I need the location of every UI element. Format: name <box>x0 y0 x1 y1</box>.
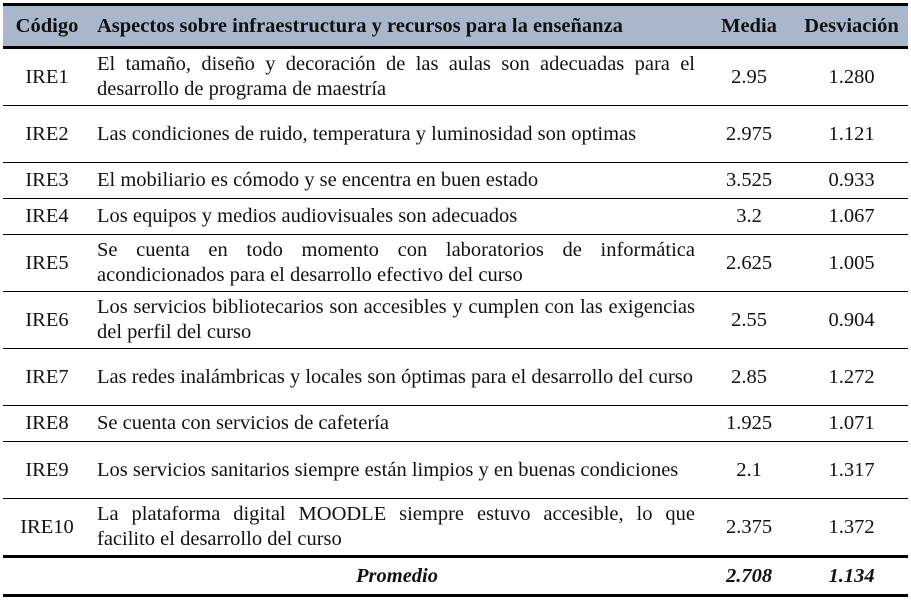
cell-code: IRE7 <box>3 348 91 406</box>
cell-deviation: 0.904 <box>795 291 908 349</box>
cell-aspect: El mobiliario es cómodo y se encentra en… <box>91 162 703 199</box>
infrastructure-resources-table: Código Aspectos sobre infraestructura y … <box>3 3 908 597</box>
table-row: IRE4 Los equipos y medios audiovisuales … <box>3 198 908 235</box>
cell-mean: 3.2 <box>703 198 795 235</box>
cell-mean: 2.95 <box>703 47 795 106</box>
cell-mean: 2.85 <box>703 348 795 406</box>
cell-deviation: 1.272 <box>795 348 908 406</box>
table-row: IRE9 Los servicios sanitarios siempre es… <box>3 441 908 499</box>
cell-deviation: 1.005 <box>795 234 908 292</box>
cell-aspect: Los equipos y medios audiovisuales son a… <box>91 198 703 235</box>
cell-aspect: Los servicios sanitarios siempre están l… <box>91 441 703 499</box>
average-label: Promedio <box>91 556 703 597</box>
cell-mean: 2.1 <box>703 441 795 499</box>
cell-aspect: Los servicios bibliotecarios son accesib… <box>91 291 703 349</box>
cell-aspect: Las condiciones de ruido, temperatura y … <box>91 105 703 163</box>
average-deviation: 1.134 <box>795 556 908 597</box>
cell-code: IRE6 <box>3 291 91 349</box>
cell-deviation: 1.067 <box>795 198 908 235</box>
table-body: IRE1 El tamaño, diseño y decoración de l… <box>3 47 908 558</box>
cell-code: IRE5 <box>3 234 91 292</box>
average-row: Promedio 2.708 1.134 <box>3 556 908 597</box>
cell-mean: 2.55 <box>703 291 795 349</box>
cell-aspect: Se cuenta en todo momento con laboratori… <box>91 234 703 292</box>
cell-code: IRE10 <box>3 498 91 558</box>
header-mean: Media <box>703 3 795 49</box>
header-row: Código Aspectos sobre infraestructura y … <box>3 3 908 49</box>
table-row: IRE3 El mobiliario es cómodo y se encent… <box>3 162 908 199</box>
cell-aspect: Se cuenta con servicios de cafetería <box>91 405 703 442</box>
cell-deviation: 1.280 <box>795 47 908 106</box>
cell-code: IRE4 <box>3 198 91 235</box>
cell-code: IRE8 <box>3 405 91 442</box>
cell-aspect: El tamaño, diseño y decoración de las au… <box>91 47 703 106</box>
cell-code: IRE3 <box>3 162 91 199</box>
header-deviation: Desviación <box>795 3 908 49</box>
table-footer: Promedio 2.708 1.134 <box>3 556 908 597</box>
cell-code: IRE2 <box>3 105 91 163</box>
table-row: IRE5 Se cuenta en todo momento con labor… <box>3 234 908 292</box>
average-mean: 2.708 <box>703 556 795 597</box>
cell-mean: 3.525 <box>703 162 795 199</box>
header-aspect: Aspectos sobre infraestructura y recurso… <box>91 3 703 49</box>
table-row: IRE10 La plataforma digital MOODLE siemp… <box>3 498 908 558</box>
cell-code: IRE1 <box>3 47 91 106</box>
footer-empty-cell <box>3 556 91 597</box>
header-code: Código <box>3 3 91 49</box>
cell-deviation: 1.317 <box>795 441 908 499</box>
table-row: IRE2 Las condiciones de ruido, temperatu… <box>3 105 908 163</box>
table-header: Código Aspectos sobre infraestructura y … <box>3 3 908 49</box>
cell-mean: 2.375 <box>703 498 795 558</box>
cell-code: IRE9 <box>3 441 91 499</box>
cell-deviation: 1.372 <box>795 498 908 558</box>
cell-mean: 2.975 <box>703 105 795 163</box>
cell-aspect: La plataforma digital MOODLE siempre est… <box>91 498 703 558</box>
cell-mean: 1.925 <box>703 405 795 442</box>
cell-mean: 2.625 <box>703 234 795 292</box>
cell-deviation: 1.121 <box>795 105 908 163</box>
cell-deviation: 1.071 <box>795 405 908 442</box>
table-row: IRE8 Se cuenta con servicios de cafeterí… <box>3 405 908 442</box>
table-row: IRE7 Las redes inalámbricas y locales so… <box>3 348 908 406</box>
table-row: IRE1 El tamaño, diseño y decoración de l… <box>3 47 908 106</box>
cell-deviation: 0.933 <box>795 162 908 199</box>
table-row: IRE6 Los servicios bibliotecarios son ac… <box>3 291 908 349</box>
cell-aspect: Las redes inalámbricas y locales son ópt… <box>91 348 703 406</box>
table-container: Código Aspectos sobre infraestructura y … <box>3 3 908 597</box>
